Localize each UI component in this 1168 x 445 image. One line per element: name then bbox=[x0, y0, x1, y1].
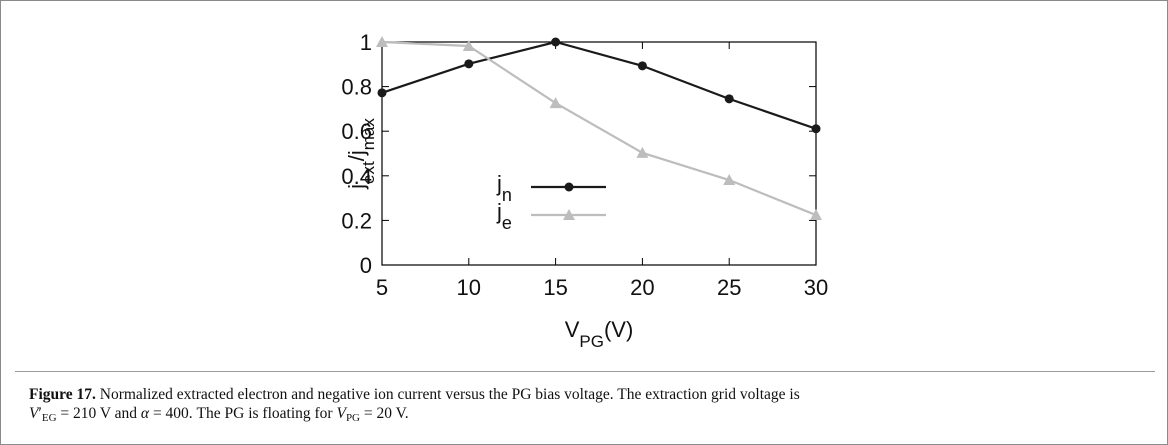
legend-label: je bbox=[496, 199, 512, 233]
y-axis-label: jext/jmax bbox=[344, 118, 378, 190]
y-axis-label-part: j bbox=[344, 184, 369, 190]
x-tick-label: 25 bbox=[717, 275, 741, 300]
legend-label: jn bbox=[496, 171, 512, 205]
caption-text: EG bbox=[41, 412, 57, 424]
x-axis-label-part: PG bbox=[579, 332, 604, 351]
caption: Figure 17. Normalized extracted electron… bbox=[29, 385, 800, 428]
legend-marker bbox=[563, 209, 575, 220]
point bbox=[551, 37, 561, 47]
separator bbox=[15, 371, 1155, 372]
y-tick-label: 0.6 bbox=[341, 119, 372, 144]
x-tick-label: 30 bbox=[804, 275, 828, 300]
x-tick-label: 5 bbox=[376, 275, 388, 300]
y-axis-label-part: max bbox=[359, 118, 378, 151]
caption-text: = 210 V and bbox=[56, 405, 141, 422]
caption-text: Normalized extracted electron and negati… bbox=[95, 386, 800, 403]
point bbox=[377, 88, 387, 98]
y-tick-label: 0.8 bbox=[341, 75, 372, 100]
caption-line: Figure 17. Normalized extracted electron… bbox=[29, 385, 800, 404]
y-tick-label: 1 bbox=[360, 30, 372, 55]
caption-text: Figure 17. bbox=[29, 386, 96, 403]
caption-text: = 400. The PG is floating for bbox=[149, 405, 337, 422]
plot-frame bbox=[381, 41, 817, 266]
y-tick-label: 0.2 bbox=[341, 208, 372, 233]
x-axis-label-part: V bbox=[565, 317, 580, 342]
point bbox=[376, 36, 388, 47]
series-line bbox=[381, 40, 817, 217]
caption-text: α bbox=[140, 405, 150, 422]
x-tick-label: 10 bbox=[457, 275, 481, 300]
y-axis-label-part: ext bbox=[359, 161, 378, 184]
x-axis-label-part: (V) bbox=[604, 317, 633, 342]
point bbox=[723, 174, 736, 186]
caption-text: ′ bbox=[38, 405, 42, 422]
point bbox=[810, 209, 822, 221]
x-tick-label: 20 bbox=[630, 275, 654, 300]
series-line bbox=[381, 40, 817, 130]
point bbox=[549, 97, 562, 109]
x-axis-label: VPG(V) bbox=[565, 317, 634, 351]
legend-marker bbox=[564, 182, 574, 192]
y-tick-label: 0 bbox=[360, 253, 372, 278]
point bbox=[811, 124, 821, 134]
caption-text: = 20 V. bbox=[360, 405, 409, 422]
caption-line: V′EG = 210 V and α = 400. The PG is floa… bbox=[29, 404, 800, 428]
point bbox=[724, 94, 734, 104]
caption-text: V bbox=[336, 405, 346, 422]
point bbox=[637, 61, 647, 71]
chart: 00.20.40.60.815 10 15 20 25 30VPG(V)jext/jmax… bbox=[341, 30, 828, 351]
point bbox=[636, 146, 649, 158]
point bbox=[464, 59, 474, 69]
x-tick-label: 15 bbox=[543, 275, 567, 300]
caption-text: V bbox=[29, 405, 39, 422]
y-tick-label: 0.4 bbox=[341, 164, 372, 189]
point bbox=[462, 40, 475, 52]
caption-text: PG bbox=[345, 412, 360, 424]
y-axis-label-part: /j bbox=[344, 150, 369, 161]
